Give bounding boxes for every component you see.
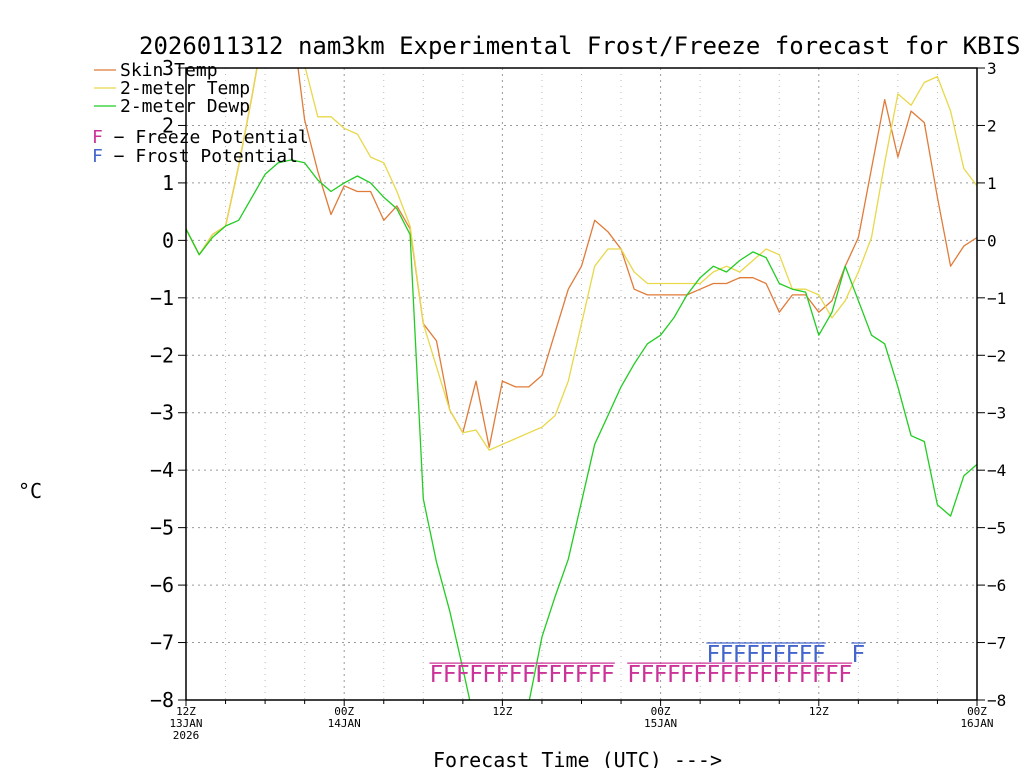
y-tick-label-right: −7 bbox=[987, 634, 1006, 653]
frost-potential-marker: F bbox=[746, 642, 760, 668]
y-tick-label-right: −1 bbox=[987, 289, 1006, 308]
legend-potential-text: − Frost Potential bbox=[103, 146, 298, 167]
freeze-potential-marker: F bbox=[443, 662, 457, 688]
freeze-potential-marker: F bbox=[430, 662, 444, 688]
freeze-potential-marker: F bbox=[561, 662, 575, 688]
y-tick-label-right: 0 bbox=[987, 231, 997, 250]
freeze-potential-marker: F bbox=[522, 662, 536, 688]
x-tick-label: 12Z bbox=[809, 705, 829, 718]
x-tick-label: 14JAN bbox=[328, 717, 361, 730]
freeze-potential-marker: F bbox=[838, 662, 852, 688]
frost-potential-marker: F bbox=[786, 642, 800, 668]
frost-potential-marker: F bbox=[772, 642, 786, 668]
y-tick-label-right: −2 bbox=[987, 346, 1006, 365]
freeze-potential-marker: F bbox=[772, 662, 786, 688]
freeze-potential-marker: F bbox=[693, 662, 707, 688]
frost-potential-marker: F bbox=[799, 642, 813, 668]
x-tick-label: 16JAN bbox=[960, 717, 993, 730]
freeze-potential-marker: F bbox=[733, 662, 747, 688]
y-tick-label-left: −8 bbox=[150, 688, 174, 712]
freeze-potential-marker: F bbox=[469, 662, 483, 688]
freeze-potential-marker: F bbox=[786, 662, 800, 688]
x-tick-label: 00Z bbox=[651, 705, 671, 718]
freeze-potential-marker: F bbox=[799, 662, 813, 688]
freeze-potential-marker: F bbox=[746, 662, 760, 688]
potential-markers: F F F F F F F F F F F F F F F F F F F F F F F F F F F F F F FF F F F F F F F F… bbox=[429, 642, 866, 688]
y-tick-label-right: 3 bbox=[987, 59, 997, 78]
frost-potential-marker: F bbox=[706, 642, 720, 668]
legend-label-2-meter-temp: 2-meter Temp bbox=[120, 78, 250, 99]
freeze-potential-marker: F bbox=[627, 662, 641, 688]
freeze-potential-marker: F bbox=[482, 662, 496, 688]
y-tick-label-left: −5 bbox=[150, 516, 174, 540]
freeze-potential-marker: F bbox=[667, 662, 681, 688]
freeze-potential-marker: F bbox=[759, 662, 773, 688]
y-tick-label-left: −7 bbox=[150, 631, 174, 655]
legend-potential-letter: F bbox=[92, 127, 103, 148]
freeze-potential-marker: F bbox=[720, 662, 734, 688]
legend-potential-letter: F bbox=[92, 146, 103, 167]
x-tick-label: 00Z bbox=[967, 705, 987, 718]
series-line-2-meter-temp bbox=[186, 68, 977, 451]
y-tick-label-right: −6 bbox=[987, 576, 1006, 595]
x-tick-label: 00Z bbox=[334, 705, 354, 718]
freeze-potential-marker: F bbox=[456, 662, 470, 688]
y-axis-label: °C bbox=[18, 479, 42, 503]
x-tick-label: 12Z bbox=[176, 705, 196, 718]
freeze-potential-marker: F bbox=[601, 662, 615, 688]
legend-label-skin-temp: Skin Temp bbox=[120, 60, 218, 81]
y-axis-left: 3 2 1 0 −1 −2 −3 −4 −5 −6 −7 −8 bbox=[150, 56, 186, 712]
legend-potential-0: F − Freeze Potential bbox=[92, 127, 309, 148]
y-tick-label-left: −4 bbox=[150, 458, 174, 482]
y-tick-label-left: −2 bbox=[150, 343, 174, 367]
series-line-2-meter-dewp bbox=[186, 159, 977, 700]
series-lines bbox=[186, 68, 977, 700]
y-tick-label-left: 3 bbox=[162, 56, 174, 80]
frost-potential-marker: F bbox=[759, 642, 773, 668]
freeze-potential-marker: F bbox=[680, 662, 694, 688]
x-tick-label: 2026 bbox=[173, 729, 200, 742]
y-tick-label-right: −4 bbox=[987, 461, 1006, 480]
y-tick-label-right: −3 bbox=[987, 404, 1006, 423]
chart-title: 2026011312 nam3km Experimental Frost/Fre… bbox=[139, 32, 1020, 60]
frost-potential-marker: F bbox=[812, 642, 826, 668]
freeze-potential-marker: F bbox=[535, 662, 549, 688]
x-axis-label: Forecast Time (UTC) ---> bbox=[433, 748, 722, 768]
freeze-potential-marker: F bbox=[548, 662, 562, 688]
frost-potential-marker: F bbox=[720, 642, 734, 668]
y-tick-label-left: −6 bbox=[150, 573, 174, 597]
freeze-potential-marker: F bbox=[812, 662, 826, 688]
y-tick-label-left: 2 bbox=[162, 113, 174, 137]
legend-potential-1: F − Frost Potential bbox=[92, 146, 298, 167]
x-tick-label: 13JAN bbox=[169, 717, 202, 730]
y-tick-label-left: 1 bbox=[162, 171, 174, 195]
y-tick-label-right: 2 bbox=[987, 116, 997, 135]
freeze-potential-marker: F bbox=[509, 662, 523, 688]
legend-potential-text: − Freeze Potential bbox=[103, 127, 309, 148]
freeze-potential-marker: F bbox=[588, 662, 602, 688]
y-tick-label-left: 0 bbox=[162, 228, 174, 252]
freeze-potential-marker: F bbox=[575, 662, 589, 688]
freeze-potential-marker: F bbox=[654, 662, 668, 688]
freeze-potential-marker: F bbox=[706, 662, 720, 688]
legend-label-2-meter-dewp: 2-meter Dewp bbox=[120, 96, 250, 117]
y-axis-right: 3 2 1 0 −1 −2 −3 −4 −5 −6 −7 −8 bbox=[977, 59, 1006, 710]
y-tick-label-left: −3 bbox=[150, 401, 174, 425]
freeze-potential-marker: F bbox=[640, 662, 654, 688]
y-tick-label-right: 1 bbox=[987, 174, 997, 193]
freeze-potential-marker: F bbox=[495, 662, 509, 688]
y-tick-label-right: −5 bbox=[987, 519, 1006, 538]
frost-potential-marker: F bbox=[851, 642, 865, 668]
x-tick-label: 15JAN bbox=[644, 717, 677, 730]
y-tick-label-left: −1 bbox=[150, 286, 174, 310]
frost-potential-marker: F bbox=[733, 642, 747, 668]
y-tick-label-right: −8 bbox=[987, 691, 1006, 710]
freeze-potential-marker: F bbox=[825, 662, 839, 688]
x-tick-label: 12Z bbox=[492, 705, 512, 718]
